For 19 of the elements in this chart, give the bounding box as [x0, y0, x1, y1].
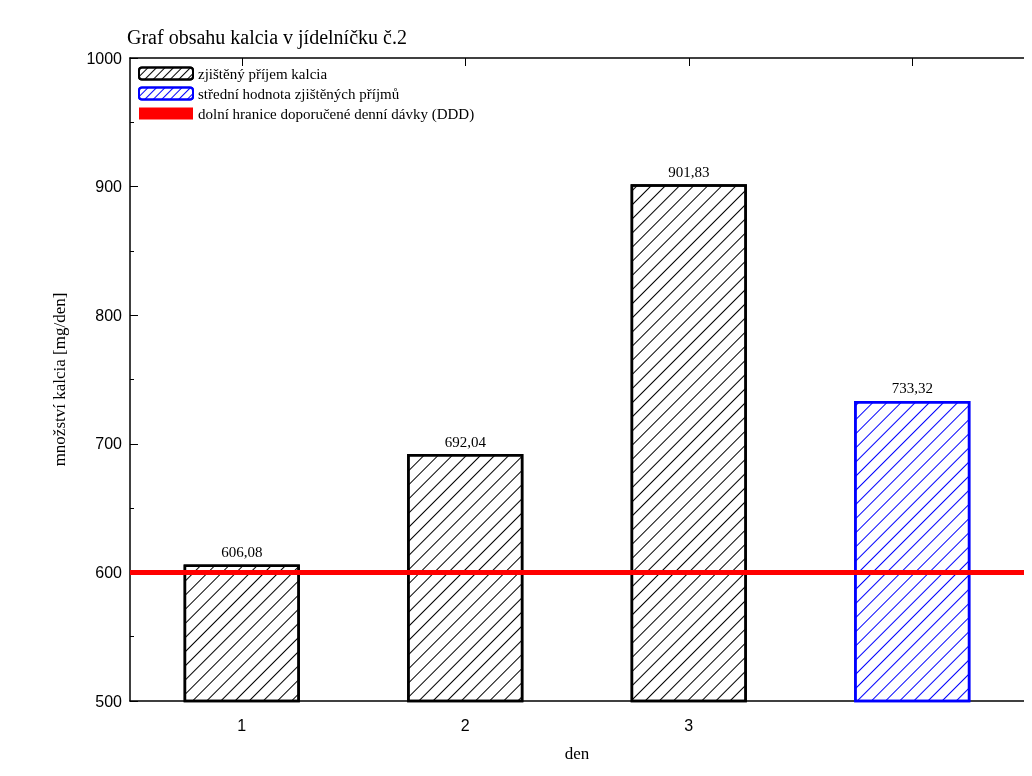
data-label: 733,32	[891, 380, 933, 397]
legend-label: zjištěný příjem kalcia	[198, 65, 328, 82]
x-tick-label: 3	[684, 716, 694, 734]
y-tick-label: 900	[95, 178, 123, 196]
data-label: 901,83	[668, 163, 710, 180]
x-tick-label: 1	[237, 716, 247, 734]
data-label: 606,08	[221, 544, 263, 561]
y-tick-label: 800	[95, 306, 123, 324]
y-tick-label: 600	[95, 563, 123, 581]
x-tick-label: 2	[460, 716, 470, 734]
y-tick-label: 700	[95, 435, 123, 453]
x-axis-title: den	[564, 744, 590, 763]
chart-title: Graf obsahu kalcia v jídelníčku č.2	[127, 26, 407, 49]
y-axis-title: množství kalcia [mg/den]	[50, 292, 69, 467]
legend-label: dolní hranice doporučené denní dávky (DDD)	[198, 105, 475, 123]
y-tick-label: 500	[95, 692, 123, 710]
legend-label: střední hodnota zjištěných příjmů	[198, 85, 400, 102]
y-tick-label: 1000	[86, 49, 123, 67]
data-label: 692,04	[444, 433, 487, 450]
